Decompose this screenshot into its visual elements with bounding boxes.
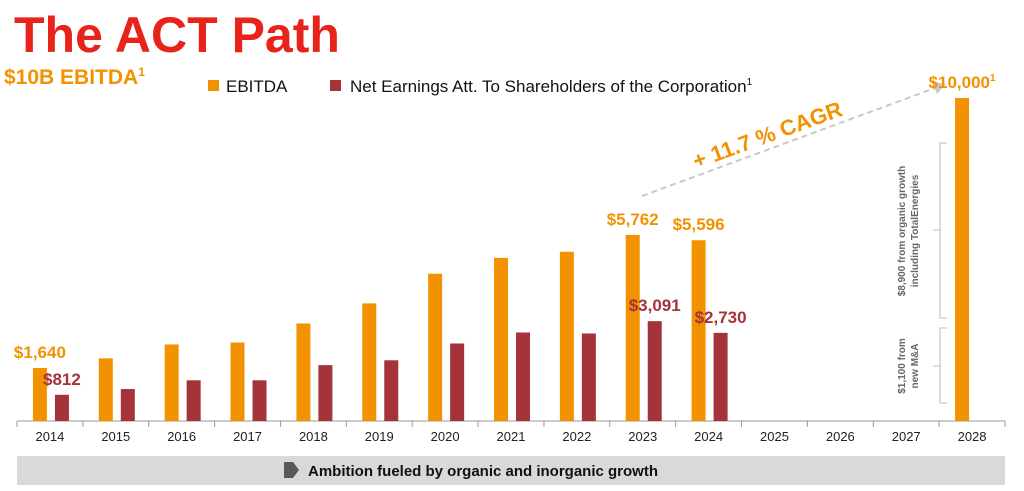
bar	[32, 368, 47, 421]
bar	[186, 380, 201, 421]
value-label-text: $5,596	[673, 215, 725, 234]
x-tick-label: 2017	[233, 429, 262, 444]
bar	[54, 394, 69, 421]
bar	[647, 321, 662, 421]
bar	[164, 344, 179, 421]
value-label: $1,640	[14, 343, 66, 362]
x-tick-label: 2020	[431, 429, 460, 444]
legend-swatch	[330, 80, 341, 91]
bar	[559, 251, 574, 421]
bar	[625, 234, 640, 421]
x-tick-label: 2022	[562, 429, 591, 444]
value-label-text: $5,762	[607, 210, 659, 229]
legend-text: Net Earnings Att. To Shareholders of the…	[350, 77, 747, 96]
value-label-text: $1,640	[14, 343, 66, 362]
bar	[230, 342, 245, 421]
cagr-arrow	[641, 87, 936, 197]
x-tick-label: 2015	[101, 429, 130, 444]
subtitle-text: $10B EBITDA	[4, 66, 138, 89]
banner-icon	[284, 462, 299, 478]
value-label: $5,596	[673, 215, 725, 234]
x-tick-label: 2016	[167, 429, 196, 444]
x-tick-label: 2028	[958, 429, 987, 444]
footnote-mark: 1	[138, 65, 145, 79]
bar	[581, 333, 596, 421]
bar	[384, 360, 399, 421]
footnote-mark: 1	[747, 77, 753, 88]
value-label: $5,762	[607, 210, 659, 229]
x-tick-label: 2025	[760, 429, 789, 444]
bar	[691, 240, 706, 421]
value-label: $812	[43, 370, 81, 389]
value-label: $2,730	[695, 308, 747, 327]
x-tick-label: 2024	[694, 429, 723, 444]
bar	[516, 332, 530, 421]
bar	[318, 365, 333, 421]
bar	[428, 273, 443, 421]
value-label-text: $10,000	[929, 73, 990, 92]
x-tick-label: 2019	[365, 429, 394, 444]
chart-title: The ACT Path	[14, 7, 340, 63]
bar	[98, 358, 113, 421]
x-tick-label: 2021	[497, 429, 526, 444]
arrow-head	[932, 82, 946, 94]
value-label-text: $3,091	[629, 296, 681, 315]
x-tick-label: 2026	[826, 429, 855, 444]
bar	[362, 303, 377, 421]
value-label: $10,0001	[929, 73, 996, 92]
bar	[494, 257, 508, 421]
x-tick-label: 2014	[35, 429, 64, 444]
legend-label: Net Earnings Att. To Shareholders of the…	[350, 77, 753, 96]
bar	[296, 323, 311, 421]
footnote-mark: 1	[990, 73, 996, 84]
cagr-label: + 11.7 % CAGR	[689, 96, 845, 173]
bracket-label: including TotalEnergies	[910, 174, 921, 287]
value-label: $3,091	[629, 296, 681, 315]
value-label-text: $2,730	[695, 308, 747, 327]
bracket-label: new M&A	[910, 344, 921, 389]
legend-swatch	[208, 80, 219, 91]
banner	[17, 456, 1005, 485]
bar	[955, 98, 970, 421]
bar	[713, 332, 728, 421]
legend-label: EBITDA	[226, 77, 288, 96]
bar	[252, 380, 267, 421]
bar	[450, 343, 465, 421]
bracket-label: $1,100 from	[897, 338, 908, 394]
bracket	[933, 142, 947, 404]
subtitle: $10B EBITDA1	[4, 65, 145, 89]
x-tick-label: 2027	[892, 429, 921, 444]
banner-text: Ambition fueled by organic and inorganic…	[308, 463, 658, 480]
x-tick-label: 2023	[628, 429, 657, 444]
bar	[120, 389, 135, 421]
bracket-label: $8,900 from organic growth	[897, 166, 908, 297]
x-tick-label: 2018	[299, 429, 328, 444]
value-label-text: $812	[43, 370, 81, 389]
